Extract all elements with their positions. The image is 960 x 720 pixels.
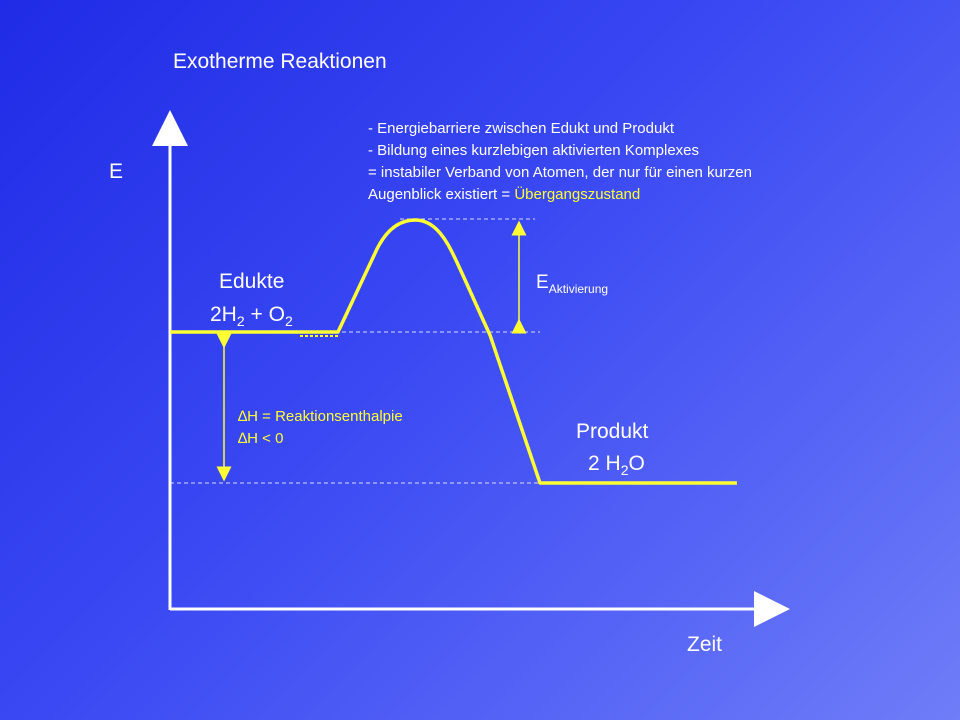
- transition-state-text: Übergangszustand: [514, 186, 641, 203]
- notes-line-4-prefix: Augenblick existiert =: [368, 186, 515, 203]
- page-title: Exotherme Reaktionen: [173, 50, 387, 73]
- produkt-label: Produkt: [576, 420, 649, 443]
- edukte-formula-b: + O: [244, 303, 285, 326]
- activation-energy-label: EAktivierung: [536, 272, 609, 296]
- notes-block: - Energiebarriere zwischen Edukt und Pro…: [368, 118, 752, 206]
- x-axis-label: Zeit: [687, 633, 723, 656]
- edukte-formula-a-sub: 2: [236, 313, 245, 329]
- edukte-formula-a: 2H: [210, 303, 237, 326]
- edukte-label: Edukte: [219, 270, 285, 293]
- notes-line-1: - Energiebarriere zwischen Edukt und Pro…: [368, 120, 674, 137]
- energy-curve: [170, 218, 737, 485]
- notes-line-4: Augenblick existiert = Übergangszustand: [368, 184, 752, 206]
- produkt-formula: 2 H2O: [588, 452, 645, 478]
- y-axis-label: E: [109, 160, 124, 183]
- notes-line-2: - Bildung eines kurzlebigen aktivierten …: [368, 142, 700, 159]
- activation-label-main: E: [536, 272, 549, 293]
- produkt-formula-a: 2 H: [588, 452, 621, 475]
- enthalpy-line-1: ∆H = Reaktionsenthalpie: [238, 408, 403, 425]
- produkt-formula-b: O: [628, 452, 645, 475]
- notes-line-3: = instabiler Verband von Atomen, der nur…: [368, 164, 752, 181]
- edukte-formula-b-sub: 2: [284, 313, 293, 329]
- produkt-formula-a-sub: 2: [620, 462, 629, 478]
- activation-label-sub: Aktivierung: [548, 282, 609, 296]
- edukte-formula: 2H2 + O2: [210, 303, 293, 329]
- enthalpy-text: ∆H = Reaktionsenthalpie ∆H < 0: [238, 406, 403, 450]
- enthalpy-line-2: ∆H < 0: [238, 430, 284, 447]
